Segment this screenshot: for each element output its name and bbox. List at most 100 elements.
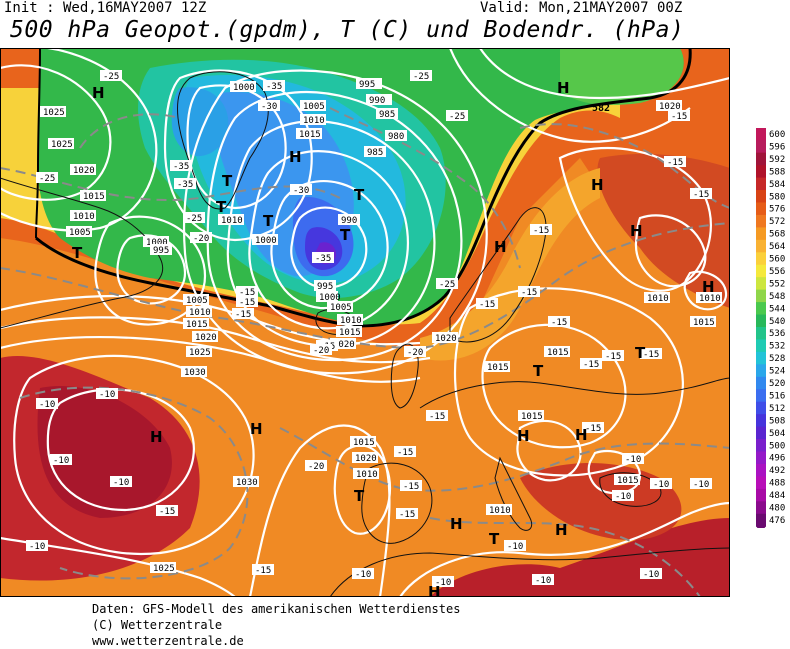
- colorbar-swatch: [756, 451, 766, 465]
- temp-label: -25: [36, 172, 58, 184]
- colorbar-label: 496: [769, 454, 785, 464]
- svg-text:1015: 1015: [339, 328, 361, 338]
- temp-label: -10: [96, 388, 118, 400]
- low-marker: T: [263, 212, 274, 230]
- temp-label: -25: [183, 212, 205, 224]
- svg-text:-10: -10: [615, 492, 631, 502]
- svg-text:-10: -10: [113, 478, 129, 488]
- isobar-se: [399, 501, 730, 597]
- isobar-arctic-1: [479, 48, 730, 100]
- colorbar-label: 484: [769, 491, 785, 501]
- svg-text:-20: -20: [193, 234, 209, 244]
- svg-text:-10: -10: [653, 480, 669, 490]
- pressure-label: 1020: [656, 100, 682, 112]
- colorbar-swatch: [756, 214, 766, 228]
- svg-text:1020: 1020: [659, 102, 681, 112]
- svg-text:-10: -10: [435, 578, 451, 588]
- pressure-label: 1025: [48, 138, 74, 150]
- low-marker: T: [533, 362, 544, 380]
- pressure-label: 1015: [336, 326, 362, 338]
- pressure-label: 1015: [614, 474, 640, 486]
- svg-text:1025: 1025: [189, 348, 211, 358]
- svg-text:-10: -10: [29, 542, 45, 552]
- coast-blacksea: [599, 472, 662, 507]
- svg-text:-25: -25: [186, 214, 202, 224]
- isotherm-8: [429, 517, 701, 597]
- svg-text:-10: -10: [507, 542, 523, 552]
- svg-text:1025: 1025: [43, 108, 65, 118]
- colorbar-bottom-arrow: [756, 526, 766, 528]
- svg-text:-15: -15: [399, 510, 415, 520]
- high-marker: H: [150, 428, 163, 446]
- pressure-label: 995: [356, 78, 382, 90]
- low-marker: T: [489, 530, 500, 548]
- svg-text:985: 985: [367, 148, 383, 158]
- colorbar-label: 512: [769, 404, 785, 414]
- colorbar-swatch: [756, 302, 766, 316]
- colorbar-swatch: [756, 165, 766, 179]
- colorbar-swatch: [756, 414, 766, 428]
- svg-text:1010: 1010: [356, 470, 378, 480]
- high-marker: H: [517, 427, 530, 445]
- colorbar-label: 596: [769, 142, 785, 152]
- svg-text:-15: -15: [667, 158, 683, 168]
- temp-label: -15: [236, 286, 258, 298]
- pressure-label: 985: [364, 146, 386, 158]
- coast-iberia: [361, 462, 433, 544]
- svg-text:1005: 1005: [303, 102, 325, 112]
- temp-label: -10: [110, 476, 132, 488]
- weather-map: 1025 1025 1020 1015 1010 1005 1000 995 1…: [0, 48, 730, 597]
- temp-label: -35: [170, 160, 192, 172]
- pressure-label: 1015: [80, 190, 106, 202]
- svg-text:990: 990: [369, 96, 385, 106]
- isobar-azores-2: [13, 354, 255, 556]
- temp-label: -15: [394, 446, 416, 458]
- temp-label: -15: [548, 316, 570, 328]
- credit-copyright: (C) Wetterzentrale: [92, 618, 223, 632]
- svg-text:1020: 1020: [435, 334, 457, 344]
- svg-text:1015: 1015: [83, 192, 105, 202]
- colorbar-swatch: [756, 339, 766, 353]
- colorbar-swatch: [756, 227, 766, 241]
- svg-text:-10: -10: [625, 455, 641, 465]
- svg-text:-10: -10: [39, 400, 55, 410]
- colorbar-swatch: [756, 488, 766, 502]
- svg-text:-35: -35: [177, 180, 193, 190]
- temp-label: -15: [252, 564, 274, 576]
- temp-label: -15: [232, 308, 254, 320]
- temp-label: -15: [580, 358, 602, 370]
- temp-label: -10: [640, 568, 662, 580]
- temp-label: -35: [263, 80, 285, 92]
- temp-label: -15: [640, 348, 662, 360]
- isotherm-6: [79, 113, 181, 149]
- svg-text:-20: -20: [308, 462, 324, 472]
- colorbar-label: 580: [769, 192, 785, 202]
- svg-text:-15: -15: [551, 318, 567, 328]
- svg-text:-25: -25: [439, 280, 455, 290]
- svg-text:-15: -15: [255, 566, 271, 576]
- pressure-label: 980: [385, 130, 407, 142]
- colorbar-label: 492: [769, 466, 785, 476]
- temp-label: -15: [476, 298, 498, 310]
- pressure-label: 1010: [486, 504, 512, 516]
- isotherm-4: [279, 427, 730, 492]
- svg-text:1005: 1005: [186, 296, 208, 306]
- pressure-label: 1030: [233, 476, 259, 488]
- high-marker: H: [630, 222, 643, 240]
- colorbar-swatch: [756, 501, 766, 515]
- colorbar-swatch: [756, 314, 766, 328]
- svg-text:-30: -30: [261, 102, 277, 112]
- pressure-label: 1005: [300, 100, 326, 112]
- svg-text:980: 980: [388, 132, 404, 142]
- svg-text:-15: -15: [605, 352, 621, 362]
- temp-label: -10: [532, 574, 554, 586]
- temp-label: -30: [258, 100, 280, 112]
- svg-text:-15: -15: [643, 350, 659, 360]
- colorbar-label: 536: [769, 329, 785, 339]
- svg-text:-30: -30: [293, 186, 309, 196]
- svg-text:1010: 1010: [699, 294, 721, 304]
- svg-text:-15: -15: [235, 310, 251, 320]
- pressure-label: 1000: [143, 236, 169, 248]
- pressure-label: 1015: [296, 128, 322, 140]
- temp-label: -10: [622, 453, 644, 465]
